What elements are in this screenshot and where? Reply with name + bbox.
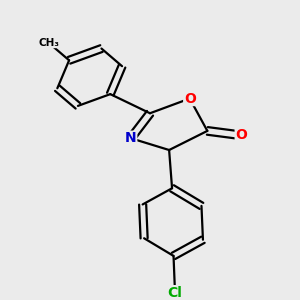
Text: O: O — [184, 92, 196, 106]
Text: O: O — [235, 128, 247, 142]
Text: N: N — [125, 131, 137, 145]
Text: Cl: Cl — [168, 286, 182, 300]
Text: CH₃: CH₃ — [38, 38, 59, 48]
